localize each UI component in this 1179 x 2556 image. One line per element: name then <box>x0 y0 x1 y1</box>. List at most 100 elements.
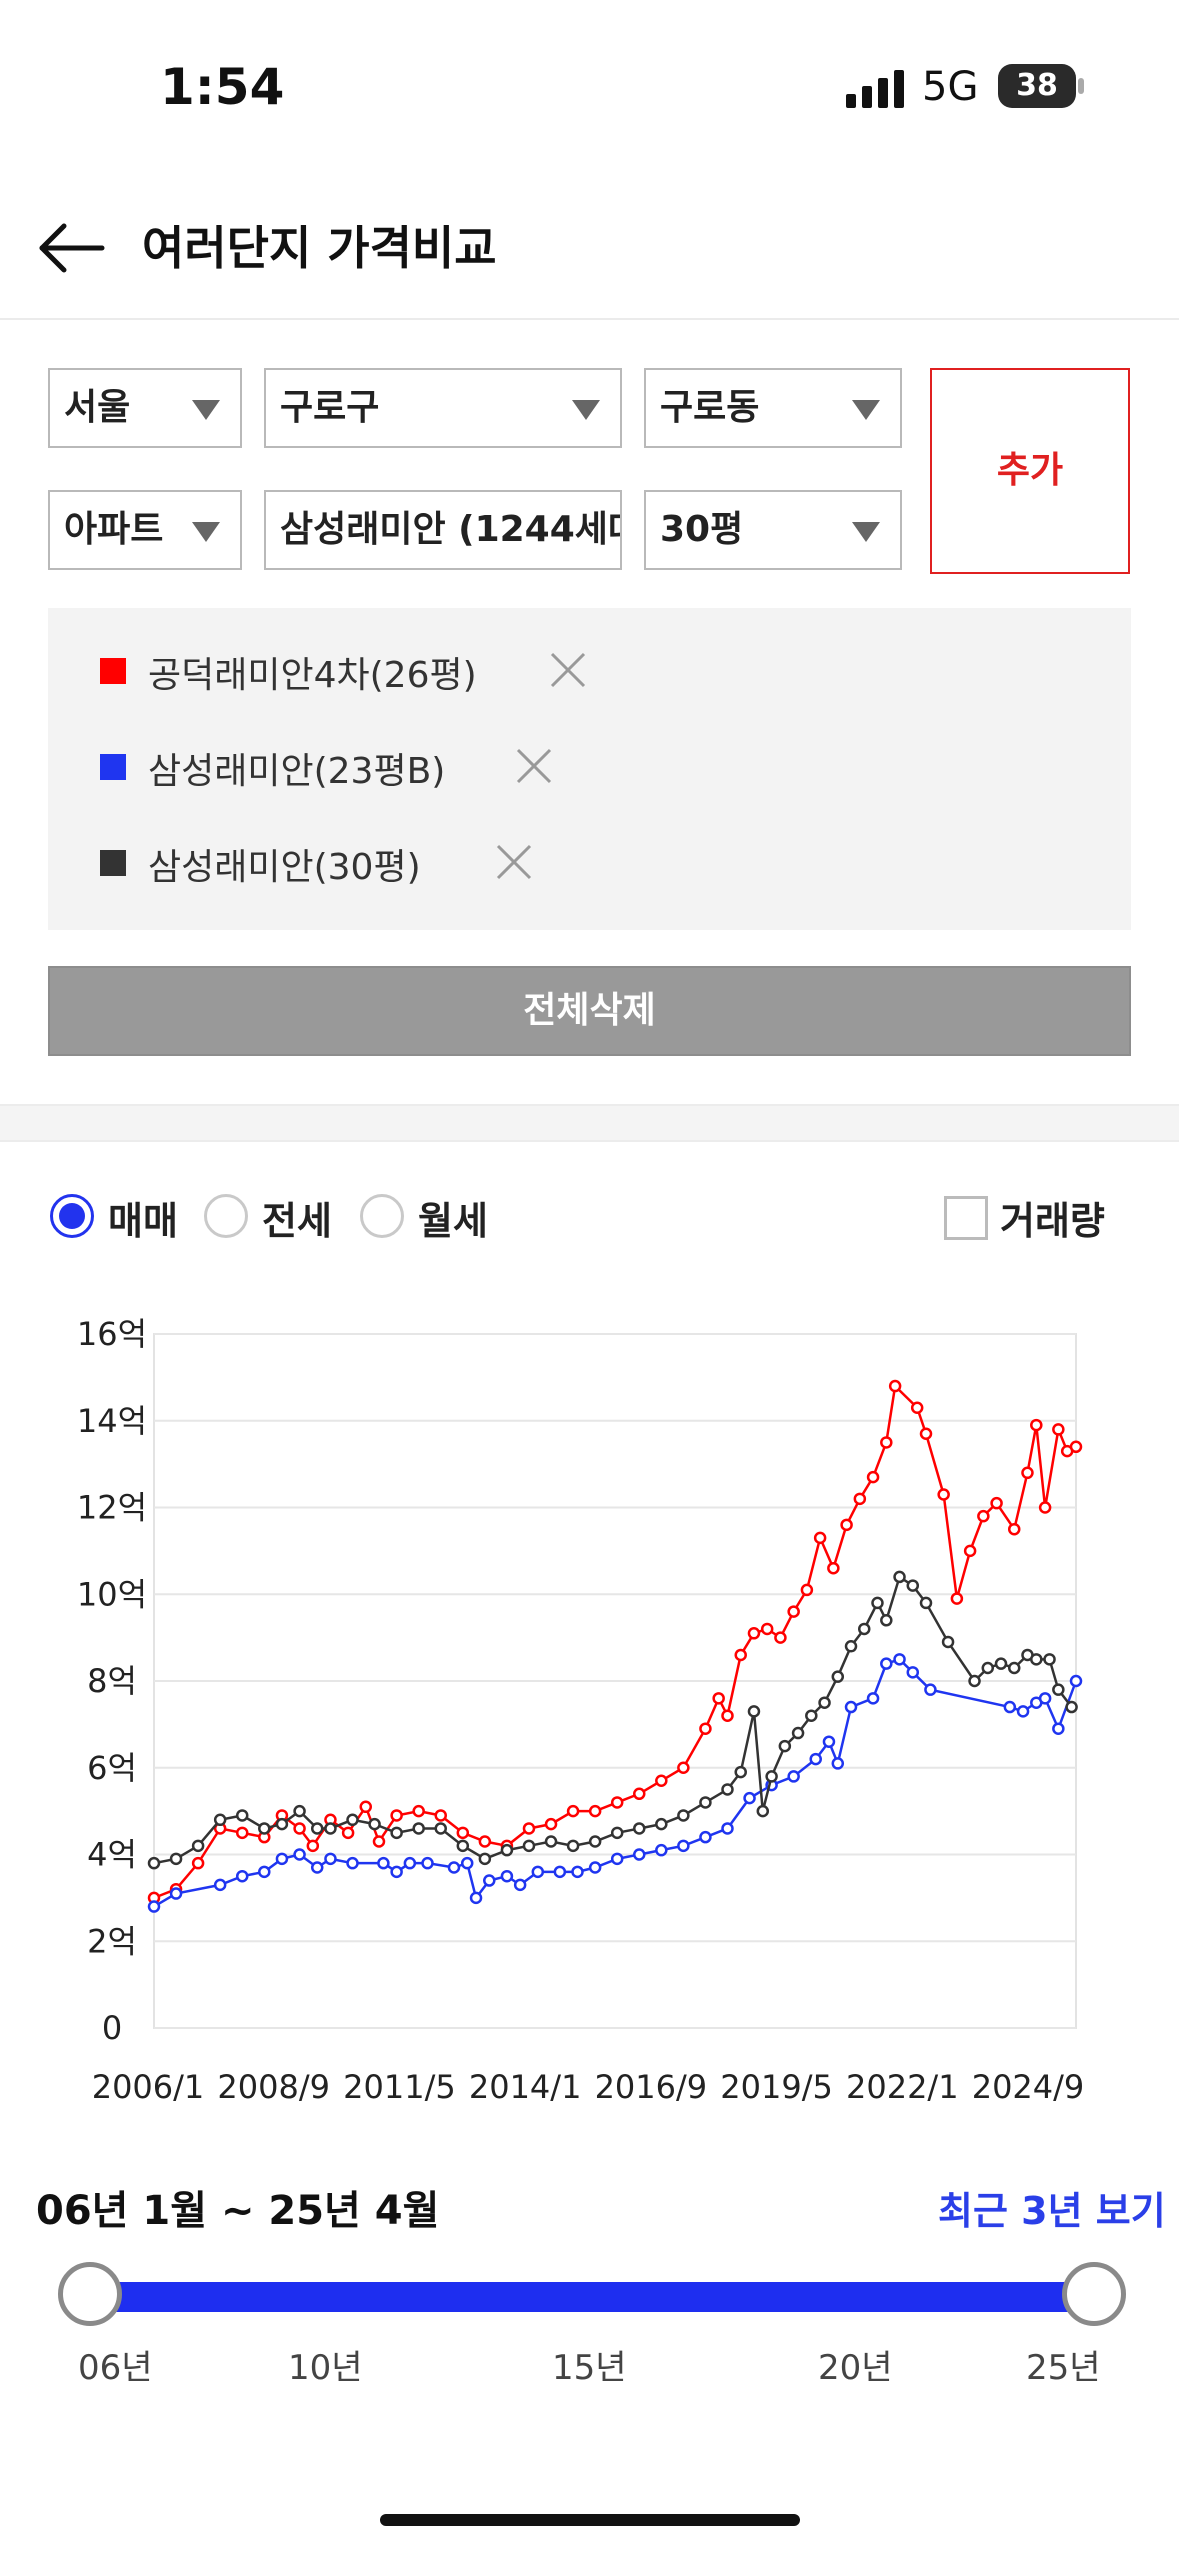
radio-monthly-rent[interactable] <box>360 1194 404 1238</box>
data-point <box>368 1817 381 1831</box>
data-point <box>818 1696 831 1709</box>
remove-icon[interactable] <box>494 842 534 882</box>
legend-swatch <box>100 754 126 780</box>
data-point <box>544 1835 558 1848</box>
data-point <box>1030 1418 1043 1432</box>
radio-jeonse-label[interactable]: 전세 <box>262 1199 332 1243</box>
add-button[interactable]: 추가 <box>930 368 1130 574</box>
data-point <box>372 1835 386 1848</box>
data-point <box>359 1800 373 1814</box>
radio-monthly-rent-label[interactable]: 월세 <box>418 1199 488 1243</box>
y-tick-label: 12억 <box>77 1489 147 1527</box>
range-slider-track[interactable] <box>90 2282 1092 2312</box>
radio-sale[interactable] <box>50 1194 94 1238</box>
data-point <box>390 1809 403 1822</box>
dong-select[interactable]: 구로동 <box>644 368 902 448</box>
data-point <box>434 1809 447 1822</box>
volume-label[interactable]: 거래량 <box>1000 1199 1105 1243</box>
data-point <box>1052 1423 1065 1436</box>
data-point <box>258 1865 271 1879</box>
property-type-select[interactable]: 아파트 <box>48 490 242 570</box>
district-select[interactable]: 구로구 <box>264 368 622 448</box>
remove-icon[interactable] <box>514 746 554 786</box>
radio-jeonse[interactable] <box>204 1194 248 1238</box>
data-point <box>721 1822 734 1835</box>
data-point <box>677 1809 690 1822</box>
y-tick-label: 10억 <box>77 1575 147 1613</box>
data-point <box>831 1757 845 1770</box>
data-point <box>778 1739 792 1753</box>
data-point <box>483 1874 496 1887</box>
network-type: 5G <box>922 64 979 110</box>
data-point <box>1021 1466 1034 1480</box>
data-point <box>553 1865 567 1879</box>
data-point <box>699 1796 712 1809</box>
data-point <box>588 1804 602 1818</box>
x-tick-label: 2022/1 <box>846 2068 959 2106</box>
data-point <box>610 1796 624 1809</box>
data-point <box>544 1817 558 1831</box>
data-point <box>213 1878 227 1892</box>
data-point <box>655 1817 668 1831</box>
data-point <box>191 1856 205 1870</box>
data-point <box>478 1852 492 1866</box>
data-point <box>827 1561 840 1575</box>
range-start-handle[interactable] <box>58 2262 122 2326</box>
back-arrow-icon[interactable] <box>36 218 108 278</box>
data-point <box>853 1492 867 1506</box>
data-point <box>805 1709 818 1722</box>
range-end-handle[interactable] <box>1062 2262 1126 2326</box>
x-tick-label: 2014/1 <box>469 2068 582 2106</box>
complex-value: 삼성래미안 (1244세대 <box>280 509 622 550</box>
data-point <box>871 1596 884 1610</box>
data-point <box>791 1726 805 1740</box>
data-point <box>655 1843 668 1857</box>
data-point <box>888 1379 902 1393</box>
remove-icon[interactable] <box>548 650 588 690</box>
data-point <box>633 1848 646 1861</box>
clear-all-button[interactable]: 전체삭제 <box>48 966 1131 1056</box>
data-point <box>721 1783 734 1796</box>
data-point <box>403 1856 417 1870</box>
chevron-down-icon <box>852 400 880 420</box>
data-point <box>1030 1653 1043 1666</box>
data-point <box>412 1804 425 1818</box>
data-point <box>880 1614 893 1627</box>
data-point <box>258 1822 271 1835</box>
data-point <box>831 1670 845 1683</box>
data-point <box>1016 1705 1030 1718</box>
data-point <box>324 1822 337 1835</box>
data-point <box>293 1822 306 1835</box>
data-point <box>712 1692 725 1705</box>
data-point <box>880 1657 893 1670</box>
data-point <box>434 1822 447 1835</box>
data-point <box>1069 1674 1083 1688</box>
volume-checkbox[interactable] <box>944 1196 988 1240</box>
x-tick-label: 2011/5 <box>343 2068 456 2106</box>
chevron-down-icon <box>852 522 880 542</box>
cellular-signal-icon <box>846 70 904 108</box>
data-point <box>293 1804 306 1818</box>
size-select[interactable]: 30평 <box>644 490 902 570</box>
city-select[interactable]: 서울 <box>48 368 242 448</box>
complex-select[interactable]: 삼성래미안 (1244세대 <box>264 490 622 570</box>
district-value: 구로구 <box>280 387 380 428</box>
data-point <box>655 1774 668 1788</box>
y-tick-label: 6억 <box>87 1749 137 1787</box>
data-point <box>919 1427 933 1441</box>
data-point <box>760 1622 774 1636</box>
data-point <box>968 1674 981 1688</box>
data-point <box>1065 1700 1078 1714</box>
recent-3-years-link[interactable]: 최근 3년 보기 <box>938 2189 1166 2233</box>
data-point <box>800 1583 814 1597</box>
legend-swatch <box>100 850 126 876</box>
data-point <box>937 1488 950 1501</box>
data-point <box>390 1865 403 1879</box>
radio-sale-label[interactable]: 매매 <box>108 1199 178 1243</box>
data-point <box>866 1692 880 1705</box>
data-point <box>787 1605 800 1618</box>
page-title: 여러단지 가격비교 <box>142 221 497 275</box>
data-point <box>857 1622 871 1636</box>
y-tick-label: 8억 <box>87 1662 137 1700</box>
data-point <box>721 1709 734 1722</box>
